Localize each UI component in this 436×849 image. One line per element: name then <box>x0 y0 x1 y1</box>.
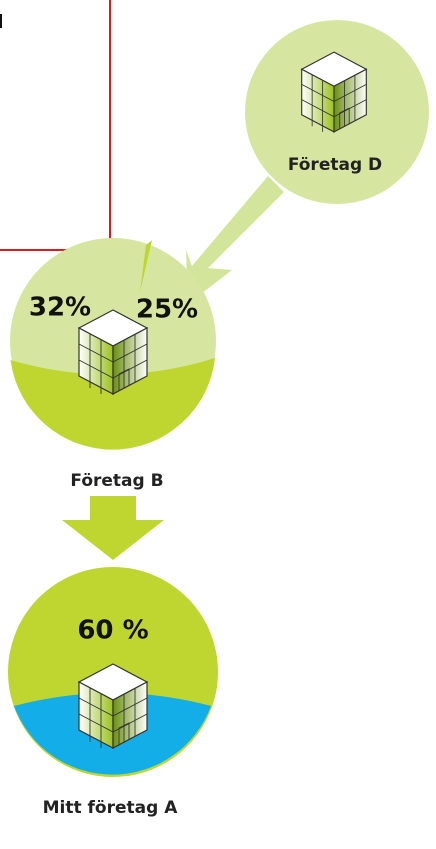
share-label: 60 % <box>77 616 148 646</box>
building-icon <box>79 664 147 748</box>
share-label: 32% <box>29 293 91 323</box>
building-icon <box>302 52 367 132</box>
share-label: 25% <box>136 295 198 325</box>
arrow <box>62 496 164 560</box>
company-label: Mitt företag A <box>43 798 179 818</box>
arrow <box>186 176 284 304</box>
company-label: Företag B <box>70 471 163 491</box>
cursor-mark <box>0 14 2 28</box>
diagram: Företag D 32% 25% Företag B 60 % Mitt fö… <box>0 0 436 849</box>
highlight-box <box>0 0 110 250</box>
company-label: Företag D <box>288 155 382 175</box>
